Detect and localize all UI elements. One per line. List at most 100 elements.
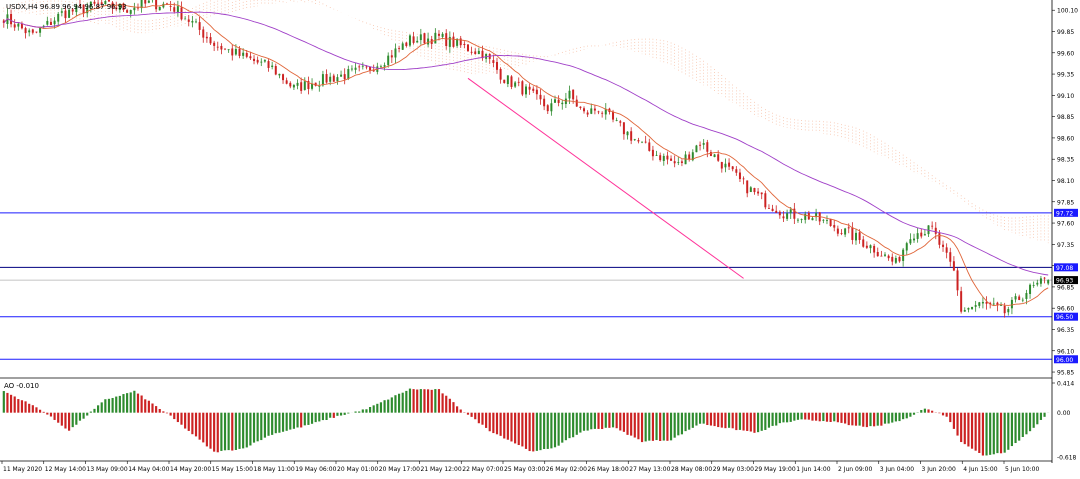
candle — [518, 77, 520, 86]
candle — [634, 139, 636, 141]
time-tick-label: 5 Jun 10:00 — [1005, 466, 1039, 473]
candle-body — [402, 43, 404, 49]
candle — [899, 256, 901, 262]
candle-body — [61, 11, 63, 12]
candle — [224, 48, 226, 50]
candle-body — [746, 181, 748, 194]
candle-body — [1000, 305, 1002, 306]
candle-body — [467, 45, 469, 51]
candle-body — [159, 7, 161, 10]
candle — [257, 56, 259, 64]
candle-body — [924, 234, 926, 235]
candle — [188, 15, 190, 26]
candle — [619, 120, 621, 126]
candle — [768, 204, 770, 209]
candle — [431, 36, 433, 49]
candle — [645, 136, 647, 144]
candle-body — [801, 219, 803, 220]
candle-body — [569, 91, 571, 99]
candle-body — [64, 11, 66, 19]
candle-body — [1036, 283, 1038, 285]
candle-body — [452, 37, 454, 47]
level-label: 97.72 — [1056, 210, 1073, 217]
candle-body — [953, 261, 955, 270]
candle-body — [362, 66, 364, 67]
candle-body — [510, 76, 512, 87]
time-tick-label: 4 Jun 15:00 — [963, 466, 997, 473]
candle — [449, 31, 451, 52]
candle-body — [837, 229, 839, 234]
candle — [833, 220, 835, 231]
candle-body — [634, 139, 636, 140]
candle — [902, 248, 904, 267]
candle — [184, 16, 186, 19]
candle — [130, 10, 132, 18]
candle — [779, 210, 781, 218]
candle-body — [862, 239, 864, 246]
candle — [815, 209, 817, 221]
candle-body — [235, 49, 237, 54]
candle-body — [706, 142, 708, 152]
candle — [884, 252, 886, 257]
candle — [434, 28, 436, 43]
candle-body — [191, 21, 193, 22]
candle — [220, 43, 222, 54]
candle — [141, 0, 143, 13]
candle-body — [133, 8, 135, 10]
candle-body — [957, 270, 959, 290]
candle — [536, 85, 538, 99]
candle — [1036, 280, 1038, 287]
horizontal-levels — [0, 213, 1052, 359]
candle-body — [598, 111, 600, 112]
price-tick-label: 99.35 — [1057, 72, 1074, 79]
ao-bottom-label: -0.618 — [1057, 455, 1077, 462]
candle — [358, 65, 360, 72]
time-tick-label: 25 May 03:00 — [504, 466, 545, 473]
candle — [420, 29, 422, 45]
candle-body — [347, 69, 349, 79]
price-tick-label: 97.60 — [1057, 221, 1074, 228]
candle-body — [434, 33, 436, 44]
candle-body — [978, 302, 980, 306]
candle-body — [688, 154, 690, 159]
candle-body — [884, 255, 886, 256]
candle — [681, 159, 683, 166]
candle-body — [478, 51, 480, 54]
candle-body — [822, 220, 824, 221]
candle — [460, 36, 462, 48]
candle — [757, 188, 759, 196]
candle-body — [648, 142, 650, 150]
candle — [996, 302, 998, 312]
candle — [648, 139, 650, 152]
candle-body — [764, 193, 766, 207]
candle-body — [525, 87, 527, 95]
candle-body — [108, 0, 110, 2]
time-tick-label: 26 May 02:00 — [546, 466, 587, 473]
candle — [108, 0, 110, 2]
candle-body — [184, 19, 186, 20]
candle-body — [888, 256, 890, 258]
candle-body — [344, 74, 346, 79]
candle-body — [775, 211, 777, 213]
candle — [170, 1, 172, 11]
candle — [728, 158, 730, 170]
candle — [699, 141, 701, 150]
candle-body — [724, 164, 726, 168]
candle — [231, 45, 233, 61]
candle — [14, 19, 16, 31]
candle-body — [579, 107, 581, 108]
candle-body — [409, 35, 411, 45]
candle-body — [365, 67, 367, 68]
price-tick-label: 96.10 — [1057, 348, 1074, 355]
time-tick-label: 14 May 20:00 — [170, 466, 211, 473]
candle-body — [982, 302, 984, 303]
candle — [355, 63, 357, 74]
candle-body — [641, 142, 643, 143]
candle — [656, 151, 658, 156]
candle-body — [394, 48, 396, 57]
candle-body — [398, 48, 400, 49]
candle — [888, 254, 890, 260]
candle — [1029, 283, 1031, 298]
candle — [133, 3, 135, 15]
